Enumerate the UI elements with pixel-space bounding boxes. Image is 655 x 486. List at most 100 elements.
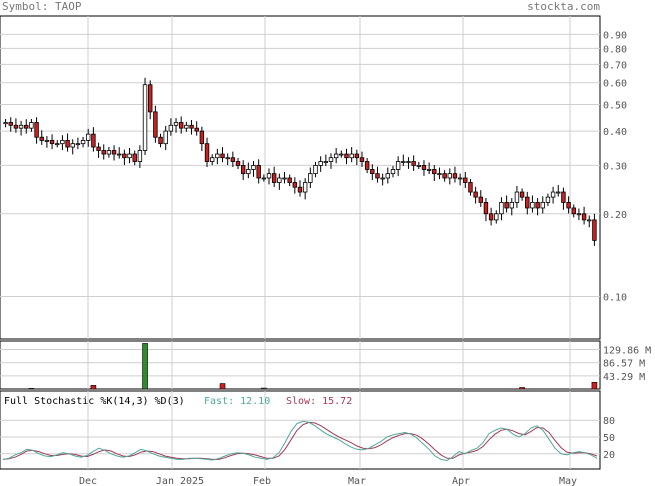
candle-body: [359, 157, 365, 162]
volume-bar: [90, 385, 97, 390]
stoch-slow-line: [2, 421, 598, 460]
candle-body: [39, 136, 44, 141]
candle-body: [24, 124, 29, 129]
candle-body: [514, 191, 520, 203]
month-label: Jan 2025: [156, 476, 204, 486]
candle-body: [70, 143, 75, 148]
candle-body: [313, 165, 318, 175]
candle-body: [592, 219, 597, 241]
stoch-tick-label: 80: [603, 416, 615, 427]
candle-body: [287, 177, 292, 183]
candle-body: [137, 150, 143, 162]
candle-body: [158, 136, 163, 145]
volume-panel: 129.86 M 86.57 M 43.29 M: [0, 340, 651, 390]
candle-body: [189, 124, 194, 129]
candle-body: [91, 133, 96, 148]
candle-body: [215, 153, 220, 159]
candle-body: [86, 133, 91, 141]
price-frame: [0, 15, 601, 340]
volume-bar: [519, 387, 525, 390]
candle-body: [111, 150, 117, 155]
candle-body: [44, 140, 50, 142]
candle-body: [488, 213, 494, 221]
price-tick-label: 0.40: [603, 127, 627, 138]
candle-body: [483, 202, 489, 215]
candle-body: [364, 161, 370, 170]
stoch-slow-label: Slow: 15.72: [286, 396, 352, 407]
candle-body: [251, 165, 256, 170]
candle-body: [194, 127, 199, 132]
volume-bar: [28, 388, 35, 390]
stoch-fast-line: [2, 420, 598, 462]
stoch-fast-label: Fast: 12.10: [204, 396, 270, 407]
volume-tick-label: 43.29 M: [603, 372, 645, 383]
candle-body: [380, 177, 385, 180]
candle-body: [447, 173, 452, 179]
month-label: May: [559, 476, 577, 486]
candle-body: [416, 165, 422, 167]
candle-body: [101, 150, 106, 155]
stochastic-panel: 80 50 20 Full Stochastic %K(14,3) %D(3) Fast…: [0, 390, 615, 470]
candle-body: [173, 122, 179, 126]
candle-body: [525, 196, 530, 209]
price-tick-label: 0.70: [603, 60, 627, 71]
candle-body: [277, 177, 282, 183]
candle-body: [545, 196, 551, 203]
candle-body: [426, 169, 432, 171]
month-label: Feb: [253, 476, 271, 486]
candle-body: [29, 122, 34, 129]
candle-body: [323, 161, 329, 163]
volume-bar: [219, 383, 226, 390]
site-link[interactable]: stockta.com: [527, 0, 600, 13]
candle-body: [370, 169, 375, 175]
stoch-tick-label: 20: [603, 450, 615, 461]
candle-body: [581, 213, 587, 221]
candle-body: [308, 173, 313, 183]
candle-body: [282, 177, 287, 180]
volume-bar: [591, 382, 598, 390]
candle-body: [65, 140, 70, 148]
candle-body: [3, 122, 8, 125]
price-panel: 0.90 0.80 0.70 0.60 0.50 0.40 0.30 0.20 0.10: [0, 15, 627, 340]
candle-body: [504, 202, 509, 209]
volume-tick-label: 129.86 M: [603, 346, 651, 357]
candle-body: [75, 143, 81, 146]
candle-body: [535, 202, 540, 209]
candle-body: [153, 111, 158, 138]
candle-body: [13, 124, 19, 129]
candle-body: [292, 182, 298, 188]
candle-body: [406, 161, 411, 163]
volume-bar: [261, 387, 267, 390]
price-tick-label: 0.10: [603, 292, 627, 303]
stoch-title: Full Stochastic %K(14,3) %D(3): [4, 396, 185, 407]
candle-body: [468, 182, 473, 193]
month-axis: Dec Jan 2025 Feb Mar Apr May: [79, 476, 577, 486]
candle-body: [499, 202, 504, 215]
candle-body: [220, 153, 225, 159]
candle-body: [297, 186, 303, 193]
candle-body: [354, 153, 360, 159]
candle-body: [49, 140, 55, 145]
candle-body: [199, 130, 205, 145]
candle-body: [432, 169, 437, 175]
price-tick-label: 0.80: [603, 44, 627, 55]
candle-body: [571, 207, 576, 215]
candle-body: [209, 157, 215, 162]
candle-body: [261, 177, 267, 180]
candle-body: [34, 122, 39, 138]
candle-body: [556, 191, 561, 194]
candle-body: [60, 140, 65, 145]
candle-body: [478, 196, 483, 203]
candle-body: [566, 202, 571, 209]
candle-body: [204, 143, 210, 162]
candle-body: [349, 153, 354, 159]
candle-body: [333, 153, 339, 159]
candle-body: [80, 140, 86, 145]
candle-body: [344, 153, 349, 159]
candle-body: [385, 173, 391, 179]
candle-body: [328, 157, 334, 162]
candle-body: [442, 173, 447, 179]
candle-body: [106, 150, 112, 155]
price-tick-label: 0.30: [603, 161, 627, 172]
